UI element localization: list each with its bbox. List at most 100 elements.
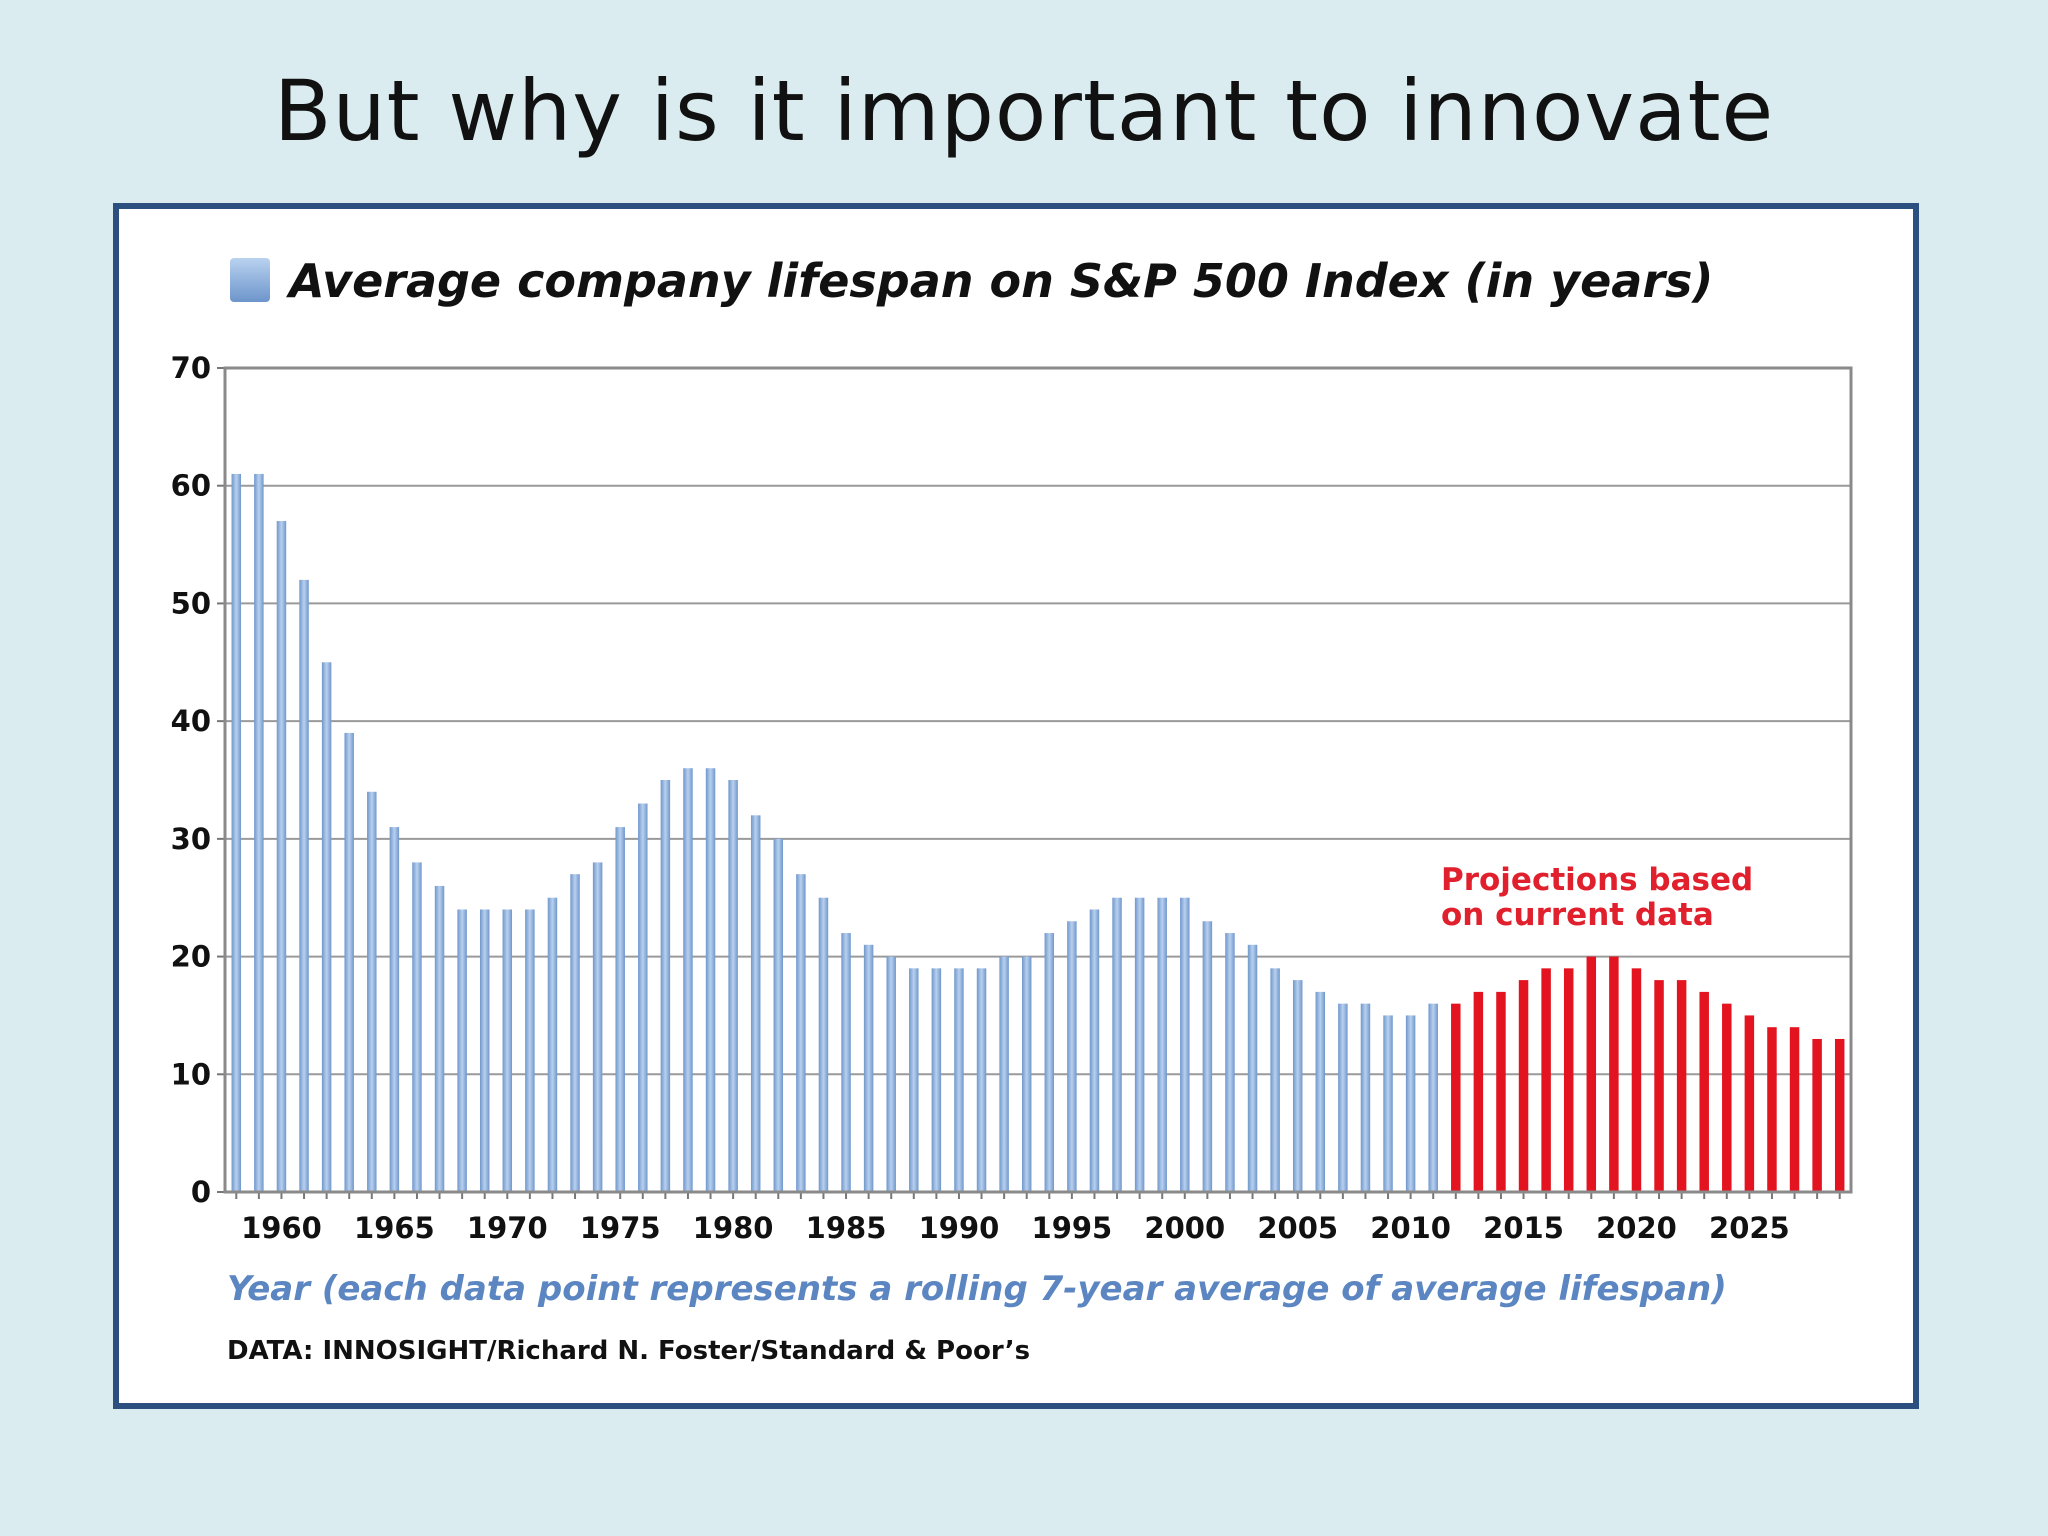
chart-title: Average company lifespan on S&P 500 Inde… (286, 254, 1713, 308)
bar-historical (1180, 897, 1190, 1192)
plot-area-border (223, 366, 1853, 1194)
bar-historical (615, 827, 625, 1192)
chart-svg: Average company lifespan on S&P 500 Inde… (171, 254, 1853, 1366)
bar-historical (1247, 944, 1258, 1192)
bar-historical (457, 909, 467, 1192)
y-axis-ticks: 0 10 20 30 40 50 60 70 (171, 351, 225, 1209)
x-tick-label: 1980 (693, 1211, 774, 1245)
x-tick-label: 2010 (1370, 1211, 1451, 1245)
bar-historical (592, 862, 603, 1192)
bar-projection (1699, 991, 1709, 1192)
bar-historical (412, 862, 422, 1192)
bar-projection (1609, 956, 1619, 1192)
bar-historical (434, 885, 445, 1192)
bar-projection (1834, 1038, 1845, 1192)
bar-historical (818, 897, 829, 1192)
bar-historical (479, 909, 490, 1192)
bar-projection (1586, 956, 1597, 1192)
bar-historical (1270, 968, 1280, 1192)
x-axis-ticks: 1960 1965 1970 1975 1980 1985 1990 1995 2000 2005… (235, 1192, 1841, 1245)
bar-projection (1496, 991, 1506, 1192)
bar-historical (254, 473, 264, 1192)
bar-historical (841, 933, 851, 1192)
bar-historical (683, 768, 693, 1192)
y-tick-label: 50 (171, 586, 211, 620)
bar-historical (1067, 921, 1077, 1192)
bar-historical (299, 579, 309, 1192)
x-tick-label: 1985 (806, 1211, 887, 1245)
bar-projection (1812, 1038, 1822, 1192)
bar-historical (1112, 897, 1122, 1192)
x-tick-label: 2000 (1144, 1211, 1225, 1245)
bar-projection (1541, 968, 1551, 1192)
bar-historical (1134, 897, 1145, 1192)
bar-historical (344, 732, 354, 1192)
projection-note-line1: Projections based (1441, 862, 1753, 898)
bar-projection (1631, 968, 1642, 1192)
bar-historical (796, 874, 806, 1192)
bar-projection (1451, 1003, 1461, 1192)
bar-historical (999, 956, 1009, 1192)
bar-historical (1044, 933, 1055, 1192)
bar-historical (750, 815, 761, 1192)
y-tick-label: 60 (171, 469, 211, 503)
bar-historical (502, 909, 513, 1192)
bar-historical (1225, 933, 1235, 1192)
bar-projection (1744, 1015, 1755, 1192)
bar-historical (1157, 897, 1167, 1192)
chart-frame: Average company lifespan on S&P 500 Inde… (113, 203, 1919, 1409)
x-tick-label: 1965 (354, 1211, 435, 1245)
bar-historical (705, 768, 716, 1192)
bar-historical (909, 968, 919, 1192)
y-tick-label: 30 (171, 822, 211, 856)
x-axis-title: Year (each data point represents a rolli… (227, 1269, 1727, 1309)
bar-historical (367, 791, 377, 1192)
bar-historical (1315, 991, 1326, 1192)
y-tick-label: 0 (191, 1175, 211, 1209)
bar-historical (773, 838, 784, 1192)
bar-projection (1722, 1003, 1732, 1192)
x-tick-label: 1975 (580, 1211, 661, 1245)
grid-lines (225, 484, 1851, 1076)
bar-historical (231, 473, 242, 1192)
x-tick-label: 1995 (1032, 1211, 1113, 1245)
bar-historical (1360, 1003, 1371, 1192)
bar-historical (728, 780, 738, 1192)
bar-historical (638, 803, 648, 1192)
y-tick-label: 70 (171, 351, 211, 385)
bar-historical (1338, 1003, 1348, 1192)
bar-historical (954, 968, 964, 1192)
bar-historical (1292, 980, 1303, 1192)
bar-historical (1089, 909, 1100, 1192)
bar-historical (570, 874, 580, 1192)
x-tick-label: 2015 (1483, 1211, 1564, 1245)
bar-historical (525, 909, 535, 1192)
bar-historical (976, 968, 987, 1192)
x-tick-label: 1960 (241, 1211, 322, 1245)
bar-historical (1405, 1015, 1416, 1192)
bar-projection (1767, 1027, 1777, 1192)
bar-historical (886, 956, 896, 1192)
legend-swatch (230, 258, 270, 302)
x-tick-label: 2025 (1709, 1211, 1790, 1245)
projection-note-line2: on current data (1441, 897, 1714, 933)
bar-historical (1202, 921, 1213, 1192)
bar-projection (1789, 1027, 1800, 1192)
x-tick-label: 2005 (1257, 1211, 1338, 1245)
bar-historical (931, 968, 942, 1192)
y-tick-label: 40 (171, 704, 211, 738)
x-tick-label: 1970 (467, 1211, 548, 1245)
bar-historical (321, 662, 332, 1192)
y-tick-label: 10 (171, 1057, 211, 1091)
slide-title: But why is it important to innovate (273, 62, 1775, 160)
y-tick-label: 20 (171, 940, 211, 974)
bar-projection (1654, 980, 1664, 1192)
bar-historical (660, 780, 671, 1192)
bar-projection (1676, 980, 1687, 1192)
bar-projection (1473, 991, 1484, 1192)
bar-historical (863, 944, 874, 1192)
x-tick-label: 2020 (1596, 1211, 1677, 1245)
bar-historical (547, 897, 558, 1192)
bar-historical (389, 827, 400, 1192)
bar-historical (1383, 1015, 1393, 1192)
